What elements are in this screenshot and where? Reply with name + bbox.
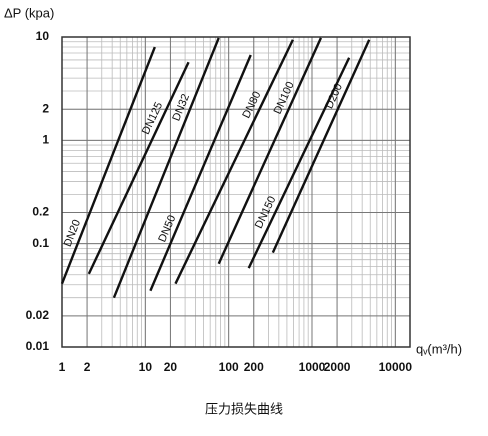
curve xyxy=(60,46,156,285)
curve xyxy=(174,39,294,285)
curve xyxy=(217,37,323,265)
curve xyxy=(87,61,190,275)
caption: 压力损失曲线 xyxy=(205,401,283,416)
series-label: DN32 xyxy=(170,92,192,123)
x-tick-label: 2000 xyxy=(324,360,351,374)
series-label: DN50 xyxy=(156,214,178,245)
x-tick-label: 200 xyxy=(244,360,264,374)
x-tick-label: 10000 xyxy=(379,360,413,374)
y-tick-label: 0.2 xyxy=(32,205,49,219)
y-tick-label: 2 xyxy=(42,101,49,115)
y-tick-label: 0.01 xyxy=(26,339,50,353)
y-tick-label: 0.1 xyxy=(32,236,49,250)
plot-frame xyxy=(61,36,411,348)
y-tick-label: 1 xyxy=(42,133,49,147)
x-tick-label: 1 xyxy=(59,360,66,374)
x-tick-label: 1000 xyxy=(299,360,326,374)
x-tick-label: 10 xyxy=(139,360,153,374)
curve xyxy=(247,57,351,269)
x-axis-label: qᵥ(m³/h) xyxy=(416,341,462,356)
y-tick-label: 10 xyxy=(36,29,50,43)
curve xyxy=(149,54,252,292)
series-label: D200 xyxy=(323,82,345,111)
curve xyxy=(112,37,220,299)
curve xyxy=(271,39,371,254)
x-tick-label: 100 xyxy=(219,360,239,374)
x-tick-label: 20 xyxy=(164,360,178,374)
series-label: DN80 xyxy=(240,90,263,121)
y-axis-label: ΔP (kpa) xyxy=(4,5,54,20)
y-tick-label: 0.02 xyxy=(26,308,50,322)
x-tick-label: 2 xyxy=(84,360,91,374)
